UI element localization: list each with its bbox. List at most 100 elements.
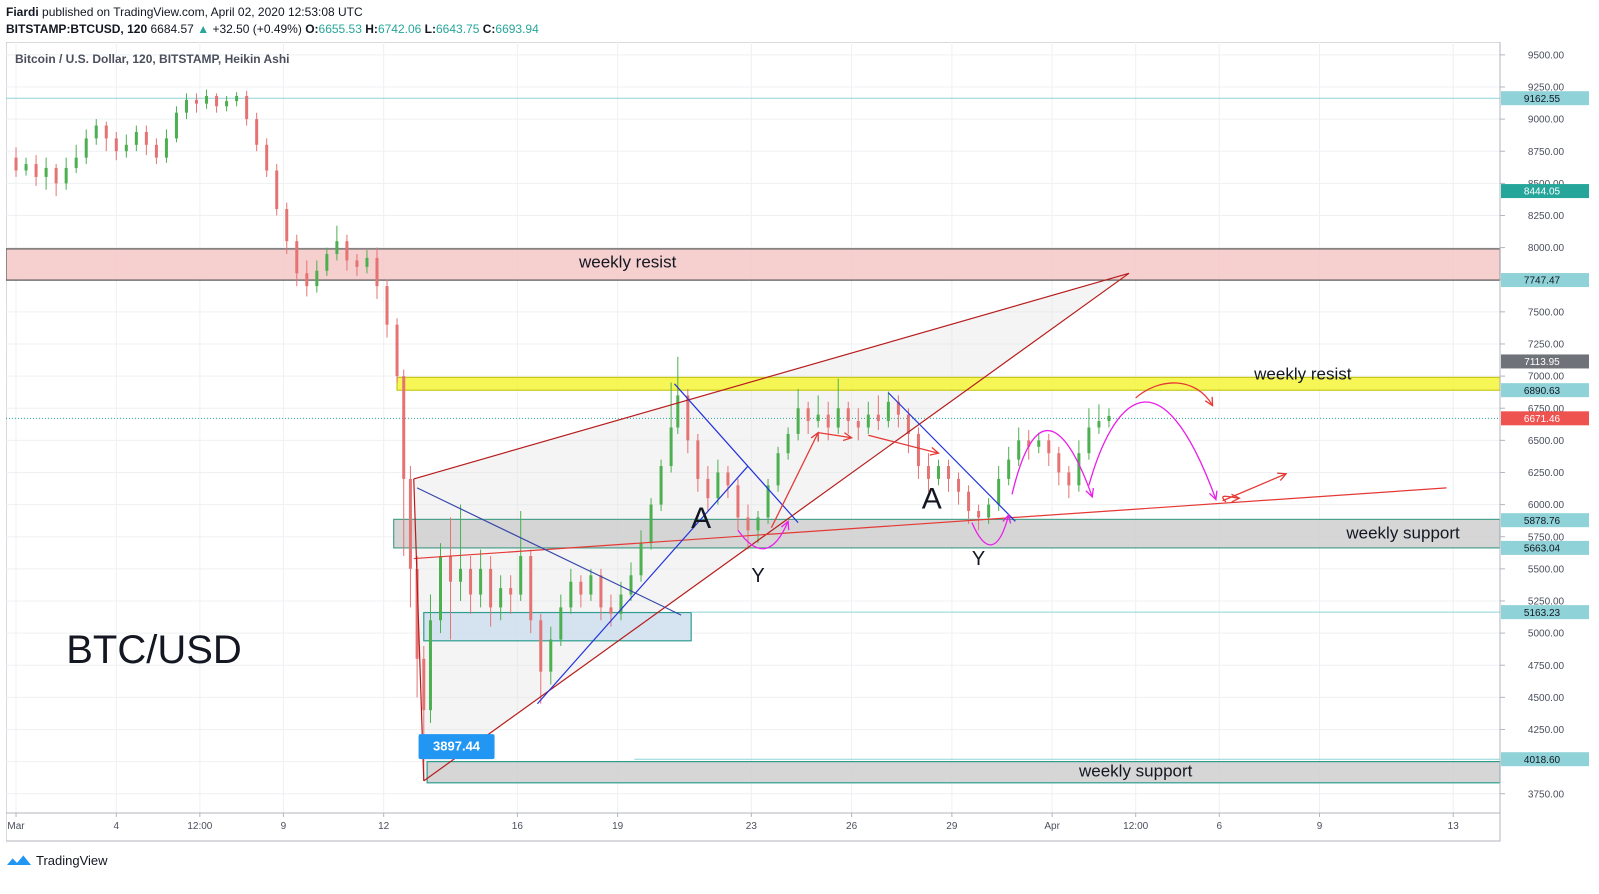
candle-body: [385, 286, 389, 325]
candle-body: [245, 95, 249, 120]
candle-body: [509, 588, 513, 595]
candle: [977, 504, 981, 531]
candle-body: [876, 414, 880, 422]
candle: [669, 382, 673, 473]
candle-body: [402, 376, 406, 479]
candle-body: [335, 241, 339, 255]
time-tick-label: 12:00: [187, 821, 212, 832]
candle: [235, 92, 239, 107]
tradingview-logo-icon[interactable]: [6, 853, 32, 867]
candle: [325, 247, 329, 276]
price-label: 5163.23: [1524, 608, 1561, 619]
candle-body: [365, 257, 369, 267]
candle: [569, 568, 573, 614]
candle-body: [415, 568, 419, 659]
candle-body: [489, 568, 493, 608]
candle-body: [124, 144, 128, 152]
low-label: L:: [424, 22, 436, 36]
candle-body: [589, 575, 593, 595]
symbol-label: BITSTAMP:BTCUSD, 120: [6, 22, 148, 36]
candle: [579, 575, 583, 608]
chart-watermark: BTC/USD: [66, 628, 242, 672]
time-tick-label: 13: [1448, 821, 1460, 832]
candle-body: [215, 95, 219, 107]
candle-body: [235, 95, 239, 102]
candle: [365, 250, 369, 274]
candle-body: [34, 164, 38, 177]
wave-label: Y: [751, 565, 764, 587]
candle: [639, 530, 643, 582]
zone-rect: [393, 518, 1501, 549]
candle-body: [609, 607, 613, 614]
author-name[interactable]: Fiardi: [6, 5, 39, 19]
candle-body: [997, 478, 1001, 505]
chart-area[interactable]: weekly resist weekly resist weekly support…: [6, 42, 1594, 842]
candle-body: [1027, 440, 1031, 447]
price-label: 5878.76: [1524, 516, 1561, 527]
candle: [479, 549, 483, 608]
wave-label: Y: [972, 548, 985, 570]
price-tick-label: 6750.00: [1528, 404, 1565, 415]
candle: [174, 106, 178, 143]
candle-body: [726, 472, 730, 486]
candle-body: [1087, 427, 1091, 454]
candle-body: [1037, 440, 1041, 447]
candle: [916, 427, 920, 479]
candle-body: [826, 414, 830, 428]
candle-body: [776, 453, 780, 486]
wave-label: A: [691, 502, 711, 535]
candle-body: [836, 408, 840, 428]
close-label: C:: [482, 22, 496, 36]
candle: [265, 138, 269, 177]
candle-body: [54, 167, 58, 184]
candle: [24, 157, 28, 176]
candle: [459, 504, 463, 601]
candle-body: [916, 433, 920, 467]
candle: [1017, 427, 1021, 467]
candle-body: [315, 270, 319, 287]
trendline: [416, 487, 682, 616]
candle-body: [579, 581, 583, 595]
candle: [428, 594, 432, 724]
candle-body: [816, 414, 820, 422]
arrow-line: [868, 434, 938, 453]
ohlc-line: BITSTAMP:BTCUSD, 120 6684.57 ▲ +32.50 (+…: [6, 21, 539, 38]
candle: [255, 112, 259, 152]
candle-body: [696, 440, 700, 479]
price-chart[interactable]: weekly resist weekly resist weekly support…: [6, 42, 1594, 842]
time-tick-label: 4: [114, 821, 120, 832]
low-value: 6643.75: [436, 22, 480, 36]
projection-curve: [1088, 401, 1216, 499]
candle: [402, 369, 406, 556]
candle-body: [408, 478, 412, 569]
candle: [629, 562, 633, 601]
candle: [1027, 430, 1031, 460]
candle-body: [154, 144, 158, 158]
candle: [736, 478, 740, 531]
candle: [54, 164, 58, 197]
tradingview-brand[interactable]: TradingView: [36, 852, 108, 868]
candle: [619, 581, 623, 621]
candle-body: [716, 472, 720, 499]
candle-body: [886, 401, 890, 422]
price-tick-label: 9500.00: [1528, 50, 1565, 61]
candle: [245, 90, 249, 126]
candle-body: [806, 408, 810, 422]
candle-body: [184, 99, 188, 113]
time-tick-label: 6: [1216, 821, 1222, 832]
candle: [104, 121, 108, 152]
candle: [649, 498, 653, 550]
projection-curve: [1222, 496, 1239, 502]
zone-rect: [423, 611, 692, 642]
time-tick-label: 12: [378, 821, 390, 832]
time-tick-label: 16: [512, 821, 524, 832]
candle-body: [967, 491, 971, 512]
candle: [154, 138, 158, 165]
candle-body: [906, 414, 910, 434]
candle: [1007, 446, 1011, 486]
price-tick-label: 6250.00: [1528, 468, 1565, 479]
zone-label: weekly resist: [1253, 364, 1352, 383]
candle-body: [676, 395, 680, 428]
close-value: 6693.94: [495, 22, 539, 36]
wave-label: A: [922, 483, 942, 516]
